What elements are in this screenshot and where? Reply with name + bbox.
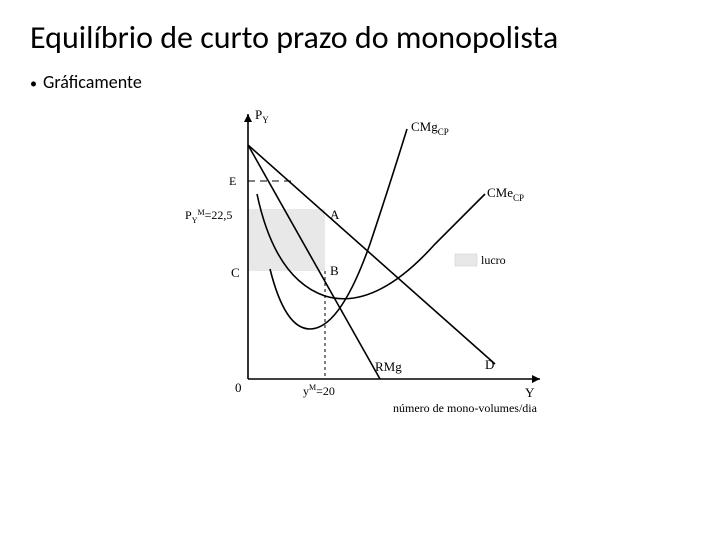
point-b: B: [330, 263, 339, 278]
y-axis-label: PY: [255, 107, 269, 125]
origin-label: 0: [235, 380, 242, 395]
qty-label: yM=20: [303, 383, 335, 398]
page-title: Equilíbrio de curto prazo do monopolista: [30, 20, 690, 57]
x-axis-arrow: [532, 375, 540, 383]
y-axis-arrow: [244, 114, 252, 122]
price-label: PYM=22,5: [185, 208, 232, 225]
monopolist-chart: PY Y número de mono-volumes/dia 0 E PYM=…: [175, 99, 575, 429]
e-label: E: [229, 174, 236, 188]
d-label: D: [485, 357, 494, 372]
cmg-label: CMgCP: [411, 119, 449, 137]
point-a: A: [330, 207, 340, 222]
point-c: C: [231, 265, 240, 280]
cme-label: CMeCP: [487, 185, 524, 203]
bullet-dot: •: [30, 75, 37, 92]
rmg-label: RMg: [375, 359, 402, 374]
bullet-item: • Gráficamente: [30, 71, 690, 93]
legend-swatch: [455, 254, 477, 266]
x-axis-label: Y: [525, 385, 535, 400]
x-sub-label: número de mono-volumes/dia: [393, 401, 538, 415]
legend-text: lucro: [481, 253, 506, 267]
bullet-text: Gráficamente: [43, 71, 142, 93]
